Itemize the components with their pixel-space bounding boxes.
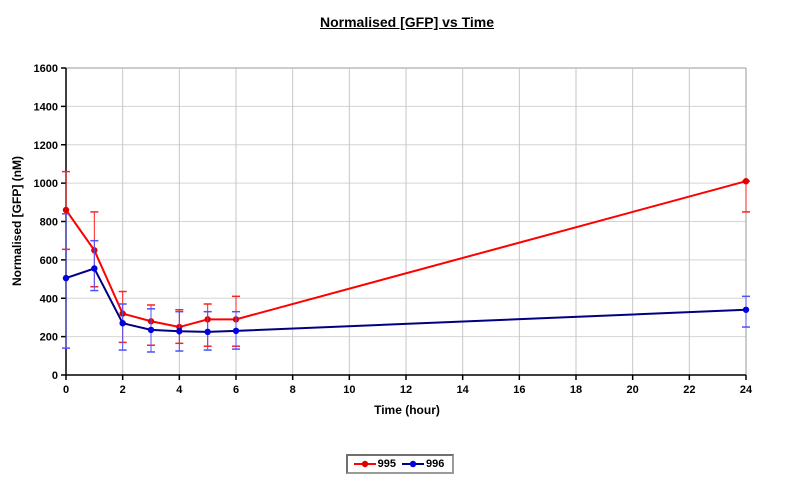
data-point bbox=[147, 326, 155, 334]
x-tick-label: 20 bbox=[627, 384, 639, 396]
data-point bbox=[62, 274, 70, 282]
y-tick-label: 1000 bbox=[34, 178, 58, 190]
series-995-line bbox=[65, 180, 747, 329]
data-point bbox=[91, 265, 98, 272]
y-tick-label: 800 bbox=[40, 217, 58, 229]
data-point bbox=[232, 327, 240, 335]
data-point bbox=[742, 306, 750, 313]
y-tick-label: 600 bbox=[40, 255, 58, 267]
y-tick-label: 1400 bbox=[34, 101, 58, 113]
data-point bbox=[742, 178, 750, 185]
data-point bbox=[119, 319, 126, 327]
x-tick-label: 4 bbox=[176, 384, 183, 396]
x-tick-label: 6 bbox=[233, 384, 239, 396]
legend-item-995: 995 bbox=[353, 458, 396, 470]
x-tick-label: 0 bbox=[63, 384, 69, 396]
x-tick-label: 16 bbox=[513, 384, 525, 396]
data-point bbox=[204, 328, 211, 336]
series-996-line bbox=[65, 267, 747, 333]
legend-label-995: 995 bbox=[377, 458, 396, 470]
x-tick-label: 10 bbox=[343, 384, 355, 396]
data-point bbox=[62, 206, 70, 214]
legend-item-996: 996 bbox=[402, 458, 444, 470]
y-tick-label: 1600 bbox=[34, 63, 58, 75]
x-tick-label: 18 bbox=[570, 384, 582, 396]
data-point bbox=[176, 328, 183, 335]
series-996-markers bbox=[62, 265, 750, 336]
y-tick-label: 0 bbox=[52, 370, 58, 382]
x-axis-title: Time (hour) bbox=[374, 403, 440, 417]
legend-marker-995 bbox=[353, 460, 376, 468]
legend-label-996: 996 bbox=[426, 458, 445, 470]
x-tick-label: 24 bbox=[740, 384, 753, 396]
y-tick-label: 200 bbox=[40, 332, 58, 344]
x-tick-label: 14 bbox=[457, 384, 470, 396]
chart-title: Normalised [GFP] vs Time bbox=[319, 14, 494, 30]
axes bbox=[61, 67, 747, 380]
gridlines bbox=[66, 67, 747, 375]
y-tick-label: 1200 bbox=[34, 140, 58, 152]
x-tick-label: 12 bbox=[400, 384, 412, 396]
series-996 bbox=[62, 213, 750, 353]
x-tick-label: 22 bbox=[683, 384, 695, 396]
x-tick-label: 2 bbox=[120, 384, 126, 396]
legend-marker-996 bbox=[402, 460, 424, 468]
x-tick-label: 8 bbox=[290, 384, 296, 396]
legend: 995 996 bbox=[0, 454, 800, 474]
y-tick-label: 400 bbox=[40, 293, 58, 305]
y-axis-title: Normalised [GFP] (nM) bbox=[10, 156, 24, 287]
legend-box: 995 996 bbox=[345, 454, 455, 474]
